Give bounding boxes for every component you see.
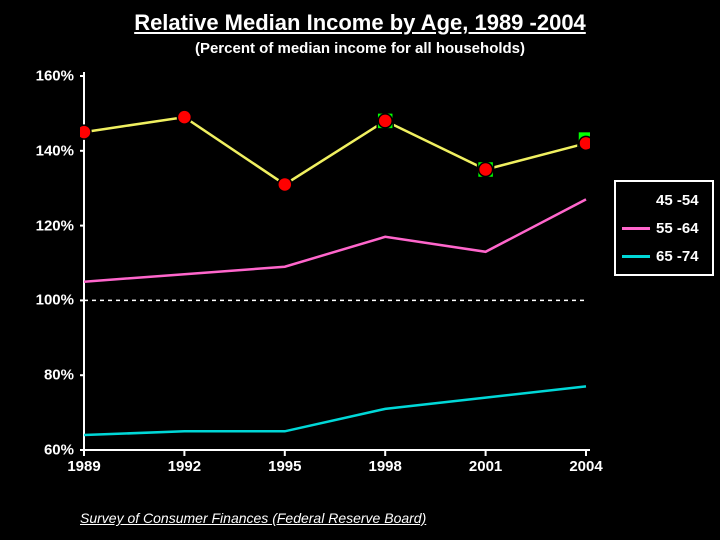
plot-area xyxy=(80,70,590,470)
y-tick-label: 80% xyxy=(14,367,74,384)
legend-swatch-55-64 xyxy=(622,227,650,230)
x-tick-label: 2001 xyxy=(469,458,502,475)
y-tick-label: 60% xyxy=(14,442,74,459)
x-tick-label: 1998 xyxy=(369,458,402,475)
legend-row: 65 -74 xyxy=(622,242,706,270)
legend-swatch-65-74 xyxy=(622,255,650,258)
y-tick-label: 100% xyxy=(14,292,74,309)
x-tick-label: 1995 xyxy=(268,458,301,475)
legend: 45 -54 55 -64 65 -74 xyxy=(614,180,714,276)
legend-swatch-45-54 xyxy=(622,199,650,202)
y-tick-label: 120% xyxy=(14,217,74,234)
legend-label-55-64: 55 -64 xyxy=(656,220,699,237)
x-tick-label: 2004 xyxy=(569,458,602,475)
y-tick-label: 160% xyxy=(14,68,74,85)
source-note: Survey of Consumer Finances (Federal Res… xyxy=(80,510,426,526)
legend-row: 45 -54 xyxy=(622,186,706,214)
x-tick-label: 1989 xyxy=(67,458,100,475)
chart-svg xyxy=(80,70,590,470)
legend-row: 55 -64 xyxy=(622,214,706,242)
legend-label-45-54: 45 -54 xyxy=(656,192,699,209)
chart-title: Relative Median Income by Age, 1989 -200… xyxy=(0,10,720,36)
x-tick-label: 1992 xyxy=(168,458,201,475)
y-tick-label: 140% xyxy=(14,142,74,159)
legend-label-65-74: 65 -74 xyxy=(656,248,699,265)
chart-subtitle: (Percent of median income for all househ… xyxy=(0,40,720,57)
